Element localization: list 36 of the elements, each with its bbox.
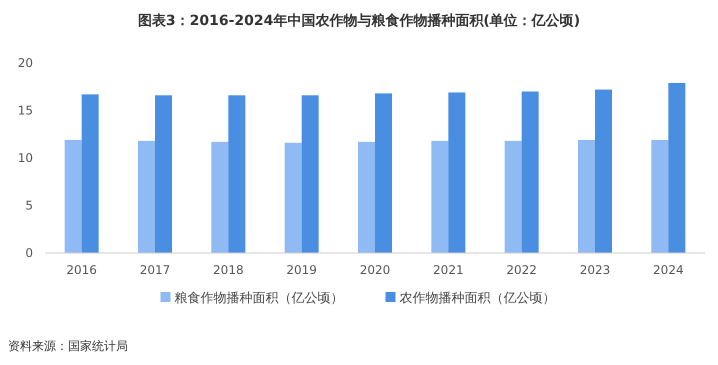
x-tick-label: 2019 xyxy=(286,263,317,277)
bar xyxy=(431,140,448,253)
x-tick-label: 2020 xyxy=(360,263,390,277)
x-tick-label: 2018 xyxy=(213,263,244,277)
bar xyxy=(155,95,172,253)
x-tick-label: 2017 xyxy=(140,263,170,277)
y-tick-label: 0 xyxy=(25,246,33,260)
bar xyxy=(82,94,99,253)
bar xyxy=(284,142,302,253)
y-tick-label: 10 xyxy=(18,151,33,165)
x-tick-label: 2023 xyxy=(580,263,610,277)
x-tick-label: 2016 xyxy=(66,263,97,277)
bar xyxy=(358,142,375,253)
bar xyxy=(64,140,82,253)
bar xyxy=(138,140,155,253)
x-tick-label: 2021 xyxy=(433,263,464,277)
legend-label: 农作物播种面积（亿公顷） xyxy=(400,291,556,306)
bar xyxy=(668,82,686,253)
bar xyxy=(504,140,522,253)
bar xyxy=(375,93,392,253)
bar xyxy=(578,140,595,253)
bar xyxy=(448,92,466,253)
x-tick-label: 2022 xyxy=(506,263,537,277)
bar xyxy=(595,90,612,253)
legend-label: 粮食作物播种面积（亿公顷） xyxy=(174,291,344,306)
text: 资料来源：国家统计局 xyxy=(8,339,128,353)
bar xyxy=(211,142,228,253)
bar xyxy=(228,95,246,253)
y-tick-label: 20 xyxy=(18,56,33,70)
y-tick-label: 15 xyxy=(18,104,33,118)
x-tick-label: 2024 xyxy=(653,263,684,277)
chart-title: 图表3：2016-2024年中国农作物与粮食作物播种面积(单位：亿公顷) xyxy=(138,12,580,29)
y-tick-label: 5 xyxy=(25,198,33,212)
bar xyxy=(522,92,539,253)
bar xyxy=(302,95,319,253)
bar xyxy=(651,140,668,253)
